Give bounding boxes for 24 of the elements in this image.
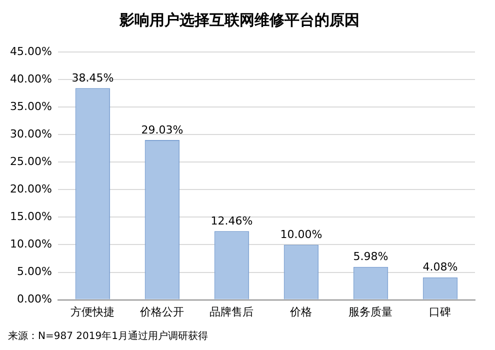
y-tick-label: 20.00% (10, 182, 52, 196)
y-tick-label: 35.00% (10, 100, 52, 113)
x-tick-label: 品牌售后 (210, 305, 254, 318)
source-note: 来源：N=987 2019年1月通过用户调研获得 (8, 330, 209, 343)
y-tick-label: 40.00% (10, 72, 52, 86)
data-label: 12.46% (210, 214, 253, 228)
x-tick-label: 方便快捷 (70, 305, 115, 318)
x-tick-label: 口碑 (429, 305, 452, 318)
x-tick-label: 价格公开 (139, 305, 184, 318)
data-label: 10.00% (280, 228, 322, 242)
y-tick-label: 10.00% (10, 238, 52, 251)
x-tick-label: 服务质量 (348, 305, 393, 318)
y-tick-label: 45.00% (10, 44, 52, 58)
data-label: 4.08% (422, 260, 458, 274)
y-tick-label: 30.00% (10, 127, 52, 140)
data-label: 5.98% (353, 250, 388, 264)
y-tick-label: 15.00% (10, 210, 52, 224)
y-tick-label: 5.00% (16, 265, 52, 278)
data-label: 38.45% (72, 71, 114, 84)
y-tick-label: 25.00% (10, 154, 52, 168)
data-label: 29.03% (141, 123, 184, 136)
y-tick-label: 0.00% (16, 292, 52, 306)
chart-title: 影响用户选择互联网维修平台的原因 (118, 10, 360, 29)
x-tick-label: 价格 (289, 305, 312, 318)
